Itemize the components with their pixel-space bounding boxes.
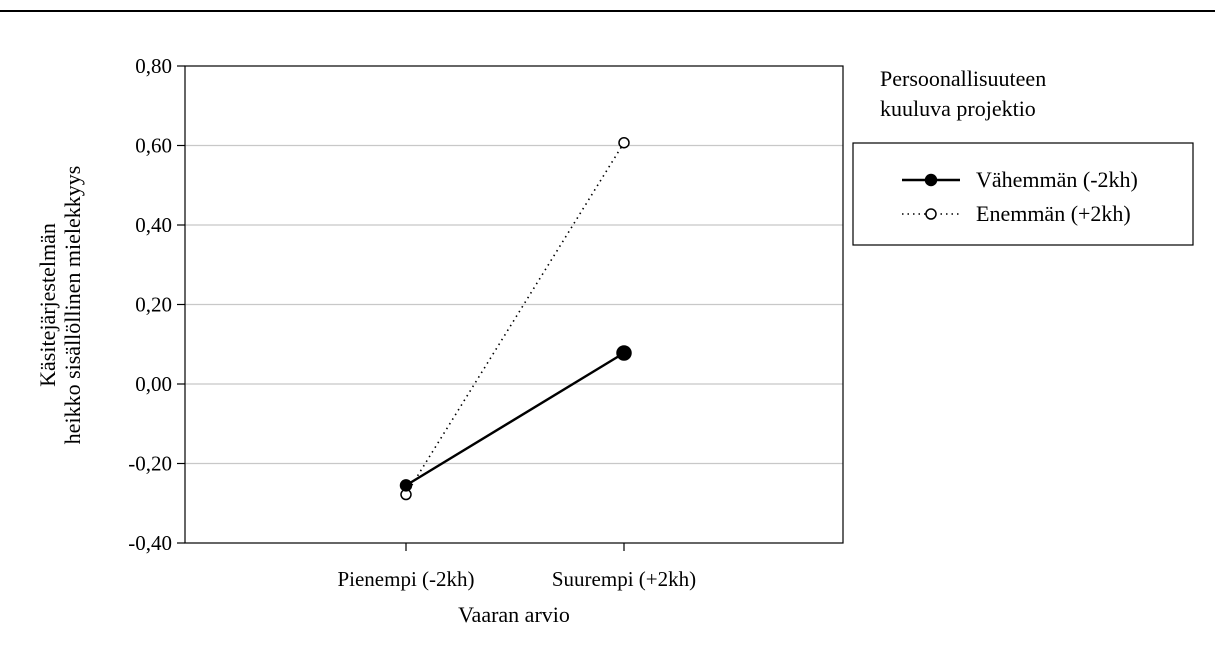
x-tick-label: Suurempi (+2kh) [552,567,696,591]
y-tick-label: 0,20 [135,293,172,317]
y-tick-label: -0,20 [128,452,172,476]
series-line [405,351,625,487]
top-rule [0,0,1215,12]
x-axis-ticks: Pienempi (-2kh) Suurempi (+2kh) [337,543,696,591]
data-point [399,479,413,492]
y-axis-title-line-2: heikko sisällöllinen mielekkyys [60,166,85,445]
legend-marker-enemman [925,208,937,220]
y-tick-label: 0,00 [135,372,172,396]
y-axis-title-line-1: Käsitejärjestelmän [35,223,60,387]
series-group [399,136,632,501]
legend-label-vahemman: Vähemmän (-2kh) [976,167,1138,192]
data-point [618,136,630,149]
legend-box [852,142,1194,246]
legend-label-enemman: Enemmän (+2kh) [976,201,1131,226]
series-line [405,142,625,495]
x-tick-label: Pienempi (-2kh) [337,567,474,591]
legend-title-line-1: Persoonallisuuteen [880,66,1046,91]
data-point [616,345,632,361]
y-tick-label: 0,40 [135,213,172,237]
gridlines [185,144,843,465]
x-axis-title: Vaaran arvio [458,602,570,627]
legend-title-line-2: kuuluva projektio [880,96,1036,121]
y-tick-label: -0,40 [128,531,172,555]
y-axis-ticks: -0,40 -0,20 0,00 0,20 0,40 0,60 0,80 [128,54,185,555]
legend-marker-vahemman [924,173,938,187]
y-tick-label: 0,60 [135,134,172,158]
y-tick-label: 0,80 [135,54,172,78]
